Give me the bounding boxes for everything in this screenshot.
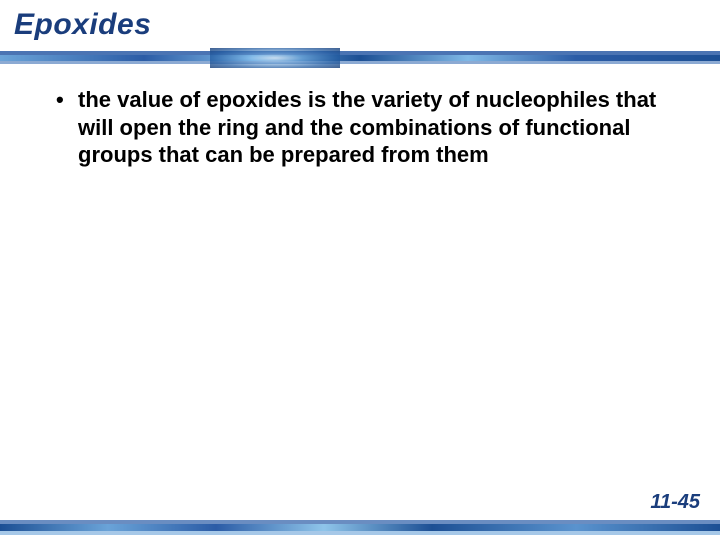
slide-title: Epoxides bbox=[14, 8, 706, 42]
slide: Epoxides the value of epoxides is the va… bbox=[0, 0, 720, 540]
bottom-divider-band bbox=[0, 518, 720, 540]
top-divider-band bbox=[0, 48, 720, 68]
page-number: 11-45 bbox=[646, 491, 704, 514]
bottom-bar-bottom bbox=[0, 531, 720, 535]
divider-accent bbox=[210, 48, 340, 68]
bullet-list: the value of epoxides is the variety of … bbox=[56, 86, 664, 169]
title-area: Epoxides bbox=[0, 0, 720, 48]
bullet-item: the value of epoxides is the variety of … bbox=[56, 86, 664, 169]
content-area: the value of epoxides is the variety of … bbox=[0, 68, 720, 169]
bottom-bar-mid bbox=[0, 524, 720, 531]
divider-bar-bottom bbox=[0, 61, 720, 64]
